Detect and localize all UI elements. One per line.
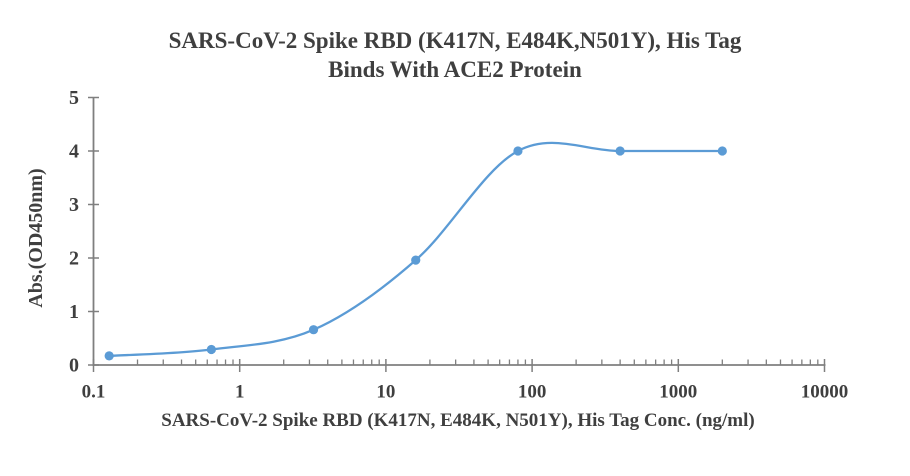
y-tick-label: 1 (69, 301, 79, 323)
y-axis-label: Abs.(OD450nm) (25, 168, 47, 308)
data-point-marker (615, 146, 625, 156)
x-tick-label: 100 (518, 382, 547, 403)
y-tick-label: 5 (69, 87, 79, 109)
x-tick-label: 0.1 (82, 382, 106, 403)
x-tick-label: 1 (235, 382, 245, 403)
x-axis-label: SARS-CoV-2 Spike RBD (K417N, E484K, N501… (161, 410, 755, 431)
x-tick-label: 1000 (659, 382, 697, 403)
series-line (108, 141, 724, 358)
y-tick-label: 4 (69, 141, 79, 163)
y-tick-label: 3 (69, 194, 79, 216)
data-point-marker (411, 255, 421, 265)
data-point-marker (717, 146, 727, 156)
data-point-marker (206, 344, 216, 355)
chart-title-line2: Binds With ACE2 Protein (328, 57, 582, 82)
chart-title-line1: SARS-CoV-2 Spike RBD (K417N, E484K,N501Y… (168, 28, 742, 53)
chart-title: SARS-CoV-2 Spike RBD (K417N, E484K,N501Y… (0, 26, 910, 84)
x-tick-label: 10000 (801, 382, 849, 403)
data-point-marker (104, 351, 114, 361)
data-point-marker (513, 146, 523, 156)
data-point-marker (308, 325, 319, 335)
y-tick-label: 2 (69, 248, 79, 270)
x-tick-label: 10 (376, 382, 395, 403)
y-tick-label: 0 (69, 355, 79, 377)
